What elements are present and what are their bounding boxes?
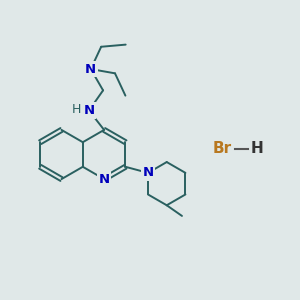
Text: N: N [85, 63, 96, 76]
Text: N: N [98, 172, 110, 186]
Text: H: H [72, 103, 81, 116]
Text: N: N [83, 104, 94, 117]
Text: N: N [142, 167, 154, 179]
Text: Br: Br [212, 141, 232, 156]
Text: H: H [250, 141, 263, 156]
